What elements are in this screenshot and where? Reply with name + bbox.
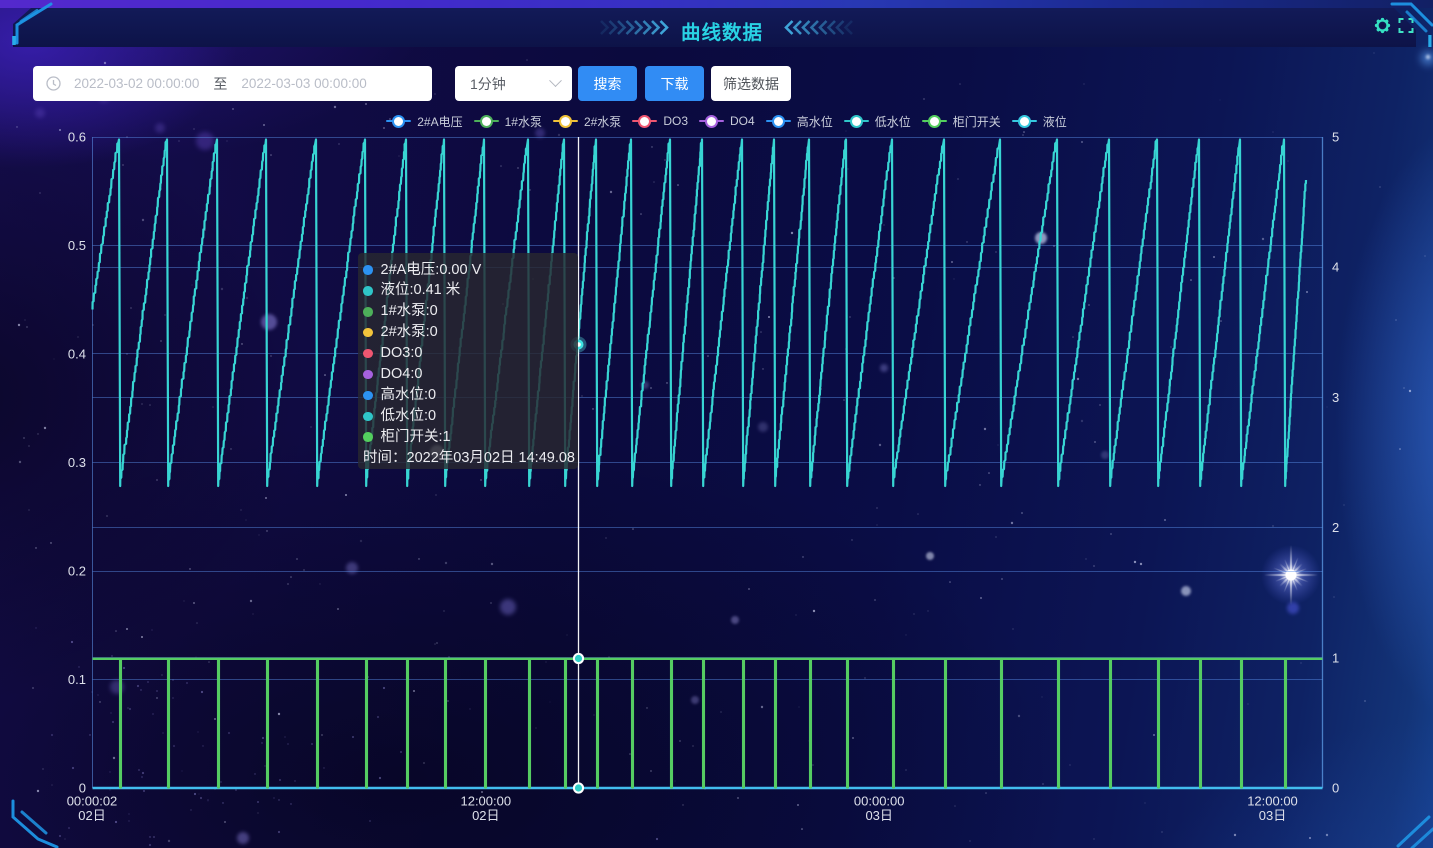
svg-text:0.3: 0.3 (68, 455, 86, 470)
svg-text:12:00:00: 12:00:00 (1247, 794, 1298, 809)
svg-text:2: 2 (1332, 520, 1339, 535)
svg-text:00:00:02: 00:00:02 (67, 794, 118, 809)
svg-text:0.5: 0.5 (68, 238, 86, 253)
svg-text:0: 0 (1332, 781, 1339, 796)
svg-text:0: 0 (79, 781, 86, 796)
svg-text:0.2: 0.2 (68, 564, 86, 579)
svg-text:0.4: 0.4 (68, 347, 86, 362)
svg-text:03日: 03日 (1259, 808, 1286, 823)
svg-text:0.1: 0.1 (68, 672, 86, 687)
svg-text:4: 4 (1332, 260, 1339, 275)
svg-text:02日: 02日 (472, 808, 499, 823)
svg-text:1: 1 (1332, 650, 1339, 665)
svg-text:0.6: 0.6 (68, 130, 86, 145)
svg-text:5: 5 (1332, 130, 1339, 145)
svg-text:03日: 03日 (865, 808, 892, 823)
svg-text:00:00:00: 00:00:00 (854, 794, 905, 809)
svg-text:12:00:00: 12:00:00 (460, 794, 511, 809)
svg-text:3: 3 (1332, 390, 1339, 405)
svg-text:02日: 02日 (78, 808, 105, 823)
